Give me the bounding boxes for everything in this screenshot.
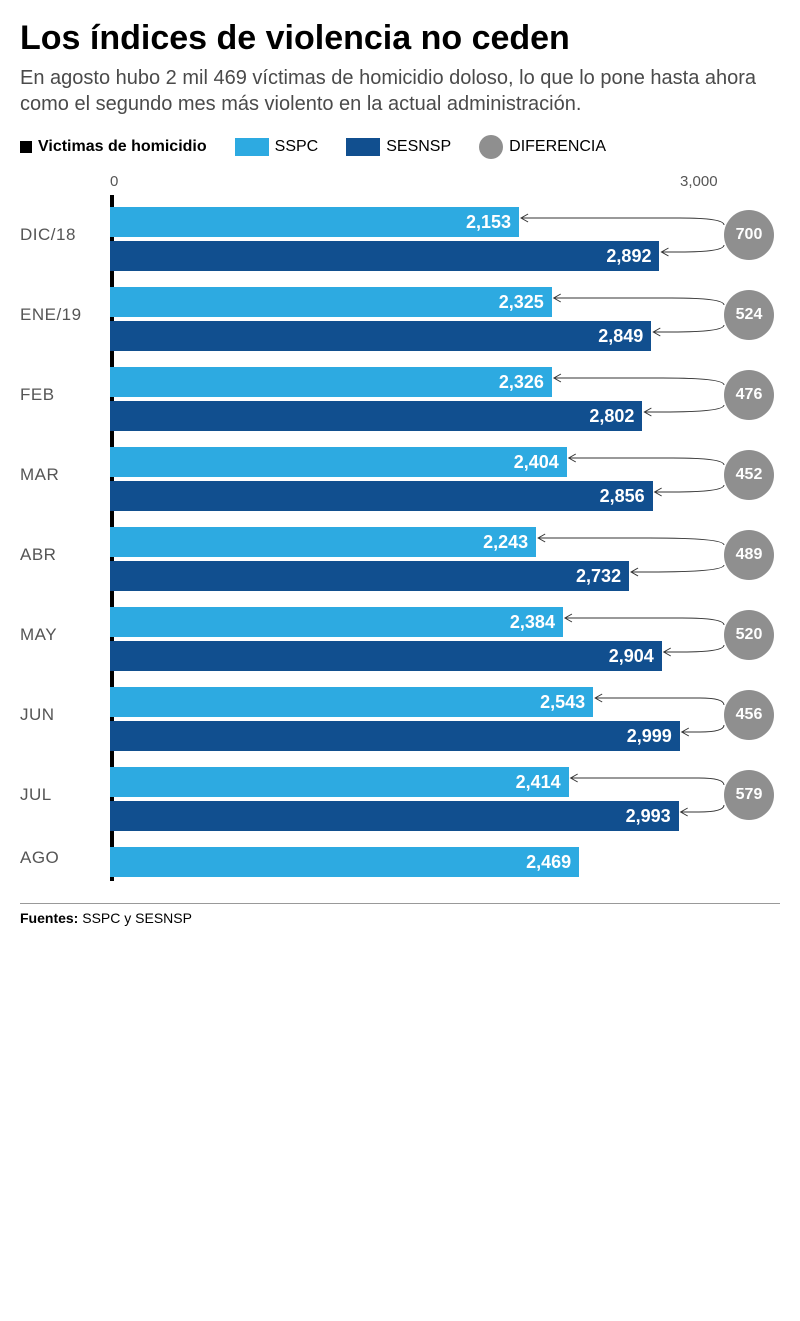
month-label: JUN: [20, 705, 102, 725]
diff-circle: 524: [724, 290, 774, 340]
bar-sspc: 2,543: [110, 687, 593, 717]
month-label: JUL: [20, 785, 102, 805]
swatch-diff: [479, 135, 503, 159]
bar-sspc: 2,414: [110, 767, 569, 797]
bar-sspc: 2,325: [110, 287, 552, 317]
diff-wrap: 579: [680, 755, 780, 835]
legend-main-label: Victimas de homicidio: [38, 138, 207, 156]
swatch-sesnsp: [346, 138, 380, 156]
month-group: JUL2,4142,993579: [110, 755, 680, 835]
diff-circle: 520: [724, 610, 774, 660]
axis-min: 0: [110, 173, 118, 190]
diff-value: 489: [736, 546, 763, 564]
bar-sspc: 2,384: [110, 607, 563, 637]
month-group: AGO2,469: [110, 835, 680, 881]
bar-sesnsp: 2,856: [110, 481, 653, 511]
sources-text: SSPC y SESNSP: [82, 910, 192, 926]
diff-value: 524: [736, 306, 763, 324]
legend-main: Victimas de homicidio: [20, 138, 207, 156]
diff-wrap: 452: [680, 435, 780, 515]
bar-sspc: 2,469: [110, 847, 579, 877]
month-label: FEB: [20, 385, 102, 405]
legend: Victimas de homicidio SSPC SESNSP DIFERE…: [20, 135, 780, 159]
legend-sspc-label: SSPC: [275, 138, 319, 156]
diff-circle: 456: [724, 690, 774, 740]
bar-value: 2,543: [540, 692, 585, 713]
bar-sesnsp: 2,732: [110, 561, 629, 591]
bar-sesnsp: 2,999: [110, 721, 680, 751]
month-label: DIC/18: [20, 225, 102, 245]
bar-value: 2,153: [466, 212, 511, 233]
sources-label: Fuentes:: [20, 910, 78, 926]
diff-value: 456: [736, 706, 763, 724]
bar-value: 2,414: [516, 772, 561, 793]
diff-wrap: 489: [680, 515, 780, 595]
bar-sesnsp: 2,892: [110, 241, 659, 271]
bar-value: 2,892: [606, 246, 651, 267]
bar-value: 2,732: [576, 566, 621, 587]
diff-wrap: 520: [680, 595, 780, 675]
diff-wrap: 524: [680, 275, 780, 355]
sources: Fuentes: SSPC y SESNSP: [20, 903, 780, 926]
diff-value: 452: [736, 466, 763, 484]
axis-max: 3,000: [680, 173, 718, 190]
bar-sspc: 2,243: [110, 527, 536, 557]
bar-value: 2,404: [514, 452, 559, 473]
month-group: FEB2,3262,802476: [110, 355, 680, 435]
month-group: MAR2,4042,856452: [110, 435, 680, 515]
bullet-icon: [20, 141, 32, 153]
bar-value: 2,904: [609, 646, 654, 667]
bar-value: 2,325: [499, 292, 544, 313]
bar-value: 2,243: [483, 532, 528, 553]
bar-value: 2,384: [510, 612, 555, 633]
bar-value: 2,849: [598, 326, 643, 347]
diff-value: 520: [736, 626, 763, 644]
diff-wrap: 476: [680, 355, 780, 435]
diff-value: 476: [736, 386, 763, 404]
bar-sesnsp: 2,904: [110, 641, 662, 671]
diff-value: 700: [736, 226, 763, 244]
diff-value: 579: [736, 786, 763, 804]
bar-sspc: 2,326: [110, 367, 552, 397]
month-group: JUN2,5432,999456: [110, 675, 680, 755]
diff-circle: 452: [724, 450, 774, 500]
month-group: ABR2,2432,732489: [110, 515, 680, 595]
bar-sspc: 2,404: [110, 447, 567, 477]
month-label: ABR: [20, 545, 102, 565]
month-group: MAY2,3842,904520: [110, 595, 680, 675]
diff-circle: 579: [724, 770, 774, 820]
diff-circle: 700: [724, 210, 774, 260]
bar-value: 2,802: [589, 406, 634, 427]
page-title: Los índices de violencia no ceden: [20, 20, 780, 57]
axis-row: 0 3,000: [110, 175, 680, 195]
month-label: MAR: [20, 465, 102, 485]
bar-value: 2,999: [627, 726, 672, 747]
diff-wrap: 456: [680, 675, 780, 755]
legend-sspc: SSPC: [235, 138, 319, 156]
chart: 0 3,000 DIC/18 2,153 2,892 700 ENE/19 2,325 2,…: [20, 175, 780, 881]
diff-circle: 476: [724, 370, 774, 420]
bar-value: 2,993: [626, 806, 671, 827]
bar-sesnsp: 2,849: [110, 321, 651, 351]
subtitle: En agosto hubo 2 mil 469 víctimas de hom…: [20, 65, 780, 117]
bar-value: 2,469: [526, 852, 571, 873]
bar-sesnsp: 2,993: [110, 801, 679, 831]
legend-sesnsp-label: SESNSP: [386, 138, 451, 156]
legend-diff: DIFERENCIA: [479, 135, 606, 159]
month-group: DIC/182,1532,892700: [110, 195, 680, 275]
bar-sesnsp: 2,802: [110, 401, 642, 431]
month-group: ENE/192,3252,849524: [110, 275, 680, 355]
month-label: ENE/19: [20, 305, 102, 325]
month-label: AGO: [20, 848, 102, 868]
bar-sspc: 2,153: [110, 207, 519, 237]
bar-value: 2,856: [600, 486, 645, 507]
legend-sesnsp: SESNSP: [346, 138, 451, 156]
swatch-sspc: [235, 138, 269, 156]
legend-diff-label: DIFERENCIA: [509, 138, 606, 156]
bar-value: 2,326: [499, 372, 544, 393]
diff-circle: 489: [724, 530, 774, 580]
diff-wrap: 700: [680, 195, 780, 275]
month-label: MAY: [20, 625, 102, 645]
